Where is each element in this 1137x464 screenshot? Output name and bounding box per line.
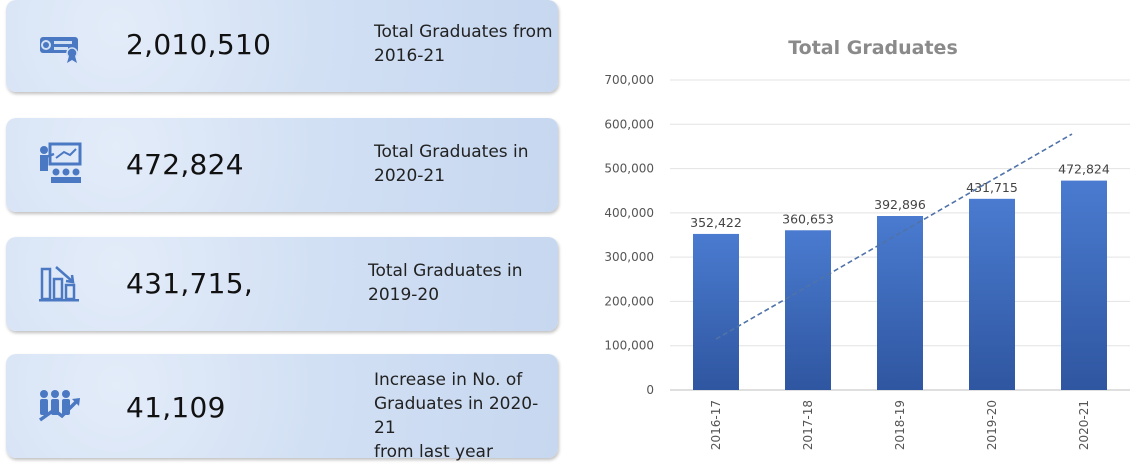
stat-label-line: Graduates in 2020-21 xyxy=(374,394,539,438)
stat-label: Total Graduates in 2019-20 xyxy=(368,259,523,307)
y-tick-label: 0 xyxy=(646,383,654,397)
chart-data-labels: 352,422 360,653 392,896 431,715 472,824 xyxy=(690,162,1110,230)
data-label: 392,896 xyxy=(874,197,926,212)
bar xyxy=(785,230,831,390)
stat-label: Total Graduates in 2020-21 xyxy=(374,140,529,188)
bar xyxy=(877,216,923,390)
stat-card-total-graduates-2016-21: 2,010,510 Total Graduates from 2016-21 xyxy=(6,0,558,92)
x-tick-label: 2020-21 xyxy=(1077,400,1091,450)
y-tick-label: 600,000 xyxy=(604,117,654,131)
chart-bars xyxy=(693,180,1107,390)
stat-label-line: 2020-21 xyxy=(374,166,446,186)
stat-value: 431,715, xyxy=(126,267,254,300)
presentation-board-icon xyxy=(40,142,82,183)
stat-label-line: Total Graduates from xyxy=(374,22,553,42)
bar-chart-icon xyxy=(39,266,79,302)
bar xyxy=(693,233,739,390)
y-tick-label: 400,000 xyxy=(604,206,654,220)
x-tick-label: 2017-18 xyxy=(801,400,815,450)
x-tick-label: 2018-19 xyxy=(893,400,907,450)
y-tick-label: 300,000 xyxy=(604,250,654,264)
chart-x-axis: 2016-17 2017-18 2018-19 2019-20 2020-21 xyxy=(709,400,1091,450)
x-tick-label: 2019-20 xyxy=(985,400,999,450)
graduation-certificate-icon xyxy=(40,37,78,63)
data-label: 360,653 xyxy=(782,211,834,226)
stat-value: 2,010,510 xyxy=(126,28,272,61)
stat-label-line: Total Graduates in xyxy=(368,261,523,281)
chart-trendline xyxy=(715,133,1073,340)
bar xyxy=(969,198,1015,390)
stat-card-total-graduates-2020-21: 472,824 Total Graduates in 2020-21 xyxy=(6,118,558,212)
stat-label-line: Increase in No. of xyxy=(374,370,523,390)
stat-card-increase-in-graduates: 41,109 Increase in No. of Graduates in 2… xyxy=(6,354,558,462)
y-tick-label: 100,000 xyxy=(604,339,654,353)
y-tick-label: 700,000 xyxy=(604,73,654,87)
data-label: 352,422 xyxy=(690,215,742,230)
data-label: 472,824 xyxy=(1058,162,1110,177)
total-graduates-bar-chart: Total Graduates 0 100,000 200,000 300,000 40… xyxy=(604,37,1130,450)
stat-value: 472,824 xyxy=(126,148,244,181)
y-tick-label: 500,000 xyxy=(604,162,654,176)
chart-y-axis: 0 100,000 200,000 300,000 400,000 500,000 600,… xyxy=(604,73,654,397)
people-growth-icon xyxy=(38,390,80,422)
stat-label: Total Graduates from 2016-21 xyxy=(374,20,553,68)
stat-label-line: Total Graduates in xyxy=(374,142,529,162)
y-tick-label: 200,000 xyxy=(604,294,654,308)
x-tick-label: 2016-17 xyxy=(709,400,723,450)
chart-title: Total Graduates xyxy=(788,37,958,59)
stat-label-line: from last year xyxy=(374,442,493,462)
stat-label-line: 2016-21 xyxy=(374,46,446,66)
bar xyxy=(1061,180,1107,390)
stat-label-line: 2019-20 xyxy=(368,285,440,305)
stat-card-total-graduates-2019-20: 431,715, Total Graduates in 2019-20 xyxy=(6,237,558,331)
stat-label: Increase in No. of Graduates in 2020-21 … xyxy=(374,368,558,464)
stat-value: 41,109 xyxy=(126,391,226,424)
data-label: 431,715 xyxy=(966,180,1018,195)
